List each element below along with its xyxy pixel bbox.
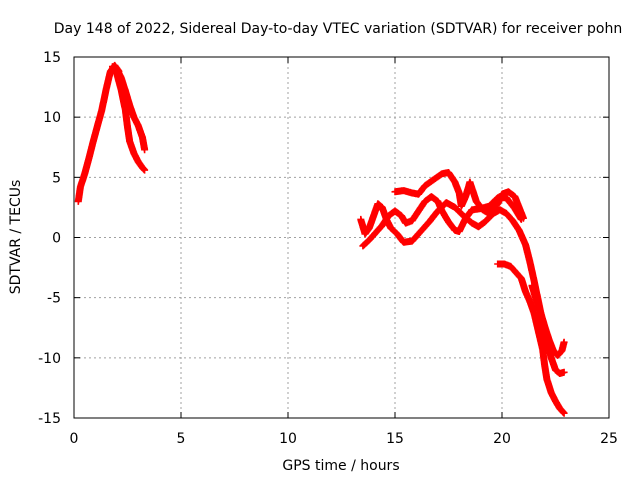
data-point-markers [113,65,149,154]
chart-title: Day 148 of 2022, Sidereal Day-to-day VTE… [54,21,622,37]
data-series-1 [74,61,123,205]
data-point-markers [74,61,123,205]
x-tick-label: 15 [386,431,404,447]
data-point-markers [391,169,527,222]
data-point-markers [494,260,568,417]
x-tick-label: 0 [70,431,79,447]
data-series-3 [113,65,149,154]
data-point-markers [528,282,568,359]
x-axis-label: GPS time / hours [282,458,399,474]
axes: 0 5 10 15 20 25 -15 -10 -5 0 5 10 15 [38,50,618,447]
y-tick-label: 15 [43,50,61,66]
data-series-7 [494,260,568,417]
x-tick-label: 20 [493,431,511,447]
data-series-8 [528,282,568,359]
y-tick-label: 10 [43,110,61,126]
y-tick-label: 0 [52,231,61,247]
data-series-6 [391,169,527,222]
x-tick-label: 10 [279,431,297,447]
y-tick-label: -10 [38,351,61,367]
data-marks [74,61,568,417]
data-series-2 [109,63,149,174]
x-tick-label: 5 [177,431,186,447]
y-tick-label: -5 [47,291,61,307]
y-tick-label: -15 [38,411,61,427]
x-tick-label: 25 [600,431,618,447]
y-tick-label: 5 [52,170,61,186]
data-point-markers [109,63,149,174]
grid [74,57,609,418]
y-axis-label: SDTVAR / TECUs [8,180,24,295]
